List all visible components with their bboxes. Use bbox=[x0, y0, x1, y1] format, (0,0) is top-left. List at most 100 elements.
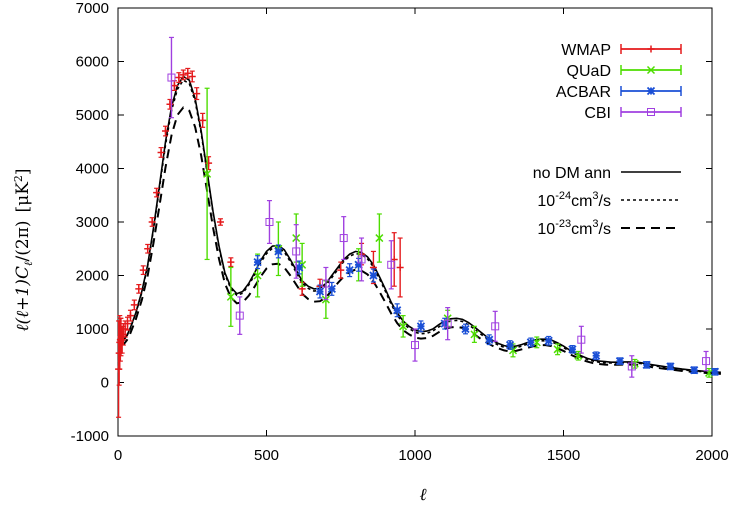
data-point bbox=[295, 263, 304, 272]
data-point bbox=[274, 247, 283, 256]
data-point bbox=[162, 127, 170, 135]
y-tick-label: 7000 bbox=[76, 0, 109, 17]
data-point bbox=[321, 279, 330, 288]
legend-label-part: cm bbox=[571, 221, 592, 238]
data-point bbox=[139, 266, 147, 274]
model-curves bbox=[117, 75, 721, 375]
data-point bbox=[553, 345, 562, 354]
data-point bbox=[345, 266, 354, 275]
y-axis-label-math: ℓ(ℓ+1)C bbox=[13, 266, 33, 332]
data-point bbox=[592, 351, 601, 360]
data-point bbox=[130, 301, 138, 309]
data-point bbox=[226, 292, 235, 301]
legend-marker bbox=[646, 65, 656, 75]
data-point bbox=[642, 360, 651, 369]
data-point bbox=[396, 263, 404, 271]
y-tick-label: 6000 bbox=[76, 54, 109, 71]
data-point bbox=[666, 362, 675, 371]
legend-label-acbar: ACBAR bbox=[556, 84, 611, 101]
data-point bbox=[327, 284, 336, 294]
y-tick-label: 5000 bbox=[76, 107, 109, 124]
data-point bbox=[167, 73, 176, 82]
data-point bbox=[532, 338, 541, 347]
data-point bbox=[135, 285, 143, 293]
y-axis-label: ℓ(ℓ+1)Cℓ/(2π) [μK2] bbox=[12, 168, 35, 331]
data-point bbox=[124, 320, 132, 328]
data-points bbox=[115, 36, 720, 418]
series-quad bbox=[203, 87, 714, 378]
data-point bbox=[577, 335, 586, 344]
data-point bbox=[292, 247, 301, 256]
data-point bbox=[179, 71, 187, 79]
data-point bbox=[227, 258, 235, 266]
model-curve-3 bbox=[117, 106, 721, 375]
legend-label-part: /s bbox=[599, 193, 611, 210]
legend-label-part: 10 bbox=[537, 221, 555, 238]
series-cbi bbox=[167, 36, 711, 378]
data-point bbox=[568, 345, 577, 354]
data-point bbox=[505, 340, 515, 350]
x-tick-label: 1000 bbox=[398, 447, 431, 464]
data-point bbox=[690, 366, 699, 375]
legend-marker bbox=[647, 108, 655, 116]
legend-label-quad: QUaD bbox=[567, 63, 611, 80]
y-axis-label-tail: /(2π) bbox=[13, 220, 33, 261]
y-axis-label-sub: ℓ bbox=[22, 261, 35, 266]
data-point bbox=[411, 341, 419, 350]
legend-label-part: 10 bbox=[537, 193, 555, 210]
data-point bbox=[184, 69, 192, 77]
data-point bbox=[199, 116, 207, 124]
axis-ticks: 0 500 1000 1500 2000 -1000 0 1000 2000 3000 4000 50… bbox=[71, 0, 729, 464]
data-point bbox=[375, 234, 384, 243]
x-tick-label: 500 bbox=[254, 447, 279, 464]
data-point bbox=[153, 189, 161, 197]
legend-label-cbi: CBI bbox=[584, 105, 611, 122]
data-point bbox=[615, 356, 625, 366]
legend-label-model-1: no DM ann bbox=[533, 165, 611, 182]
data-point bbox=[253, 257, 262, 267]
y-tick-label: 1000 bbox=[76, 321, 109, 338]
data-point bbox=[387, 260, 396, 269]
legend-label-wmap: WMAP bbox=[561, 42, 611, 59]
legend-label-part: -23 bbox=[555, 218, 571, 230]
data-point bbox=[126, 312, 134, 320]
data-point bbox=[253, 271, 262, 280]
x-tick-label: 0 bbox=[114, 447, 122, 464]
data-point bbox=[193, 90, 201, 98]
data-point bbox=[369, 271, 378, 280]
legend-label-part: /s bbox=[599, 221, 611, 238]
data-point bbox=[544, 336, 553, 345]
data-point bbox=[148, 218, 156, 226]
data-point bbox=[526, 338, 535, 347]
data-point bbox=[357, 255, 366, 264]
legend-marker bbox=[647, 45, 655, 53]
legend-label-part: -24 bbox=[555, 190, 571, 202]
y-tick-label: 2000 bbox=[76, 268, 109, 285]
data-point bbox=[393, 306, 402, 315]
data-point bbox=[265, 218, 274, 226]
legend-marker bbox=[646, 86, 656, 96]
data-point bbox=[144, 245, 152, 253]
data-point bbox=[157, 148, 165, 156]
data-point bbox=[175, 74, 183, 82]
series-wmap bbox=[115, 67, 404, 418]
data-point bbox=[416, 322, 426, 331]
data-point bbox=[627, 362, 636, 371]
data-point bbox=[205, 159, 213, 167]
data-point bbox=[337, 266, 345, 274]
data-point bbox=[118, 336, 126, 344]
data-point bbox=[461, 324, 470, 334]
data-point bbox=[235, 311, 244, 320]
data-point bbox=[710, 367, 720, 376]
legend-label-part: 3 bbox=[592, 218, 598, 230]
y-tick-label: 4000 bbox=[76, 161, 109, 178]
data-point bbox=[216, 218, 224, 226]
x-tick-label: 2000 bbox=[695, 447, 728, 464]
data-point bbox=[315, 287, 325, 296]
legend-label-part: cm bbox=[571, 193, 592, 210]
data-point bbox=[470, 330, 479, 339]
data-point bbox=[491, 322, 500, 331]
data-point bbox=[166, 100, 174, 108]
